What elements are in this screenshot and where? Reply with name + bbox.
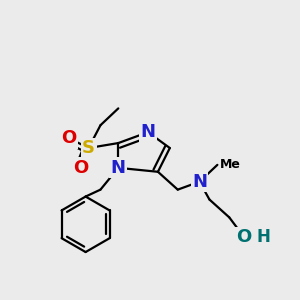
Text: H: H <box>256 228 270 246</box>
Text: Me: Me <box>220 158 241 171</box>
Text: N: N <box>111 159 126 177</box>
Text: O: O <box>61 129 76 147</box>
Text: S: S <box>82 139 95 157</box>
Text: N: N <box>192 173 207 191</box>
Text: O: O <box>73 159 88 177</box>
Text: O: O <box>236 228 252 246</box>
Text: N: N <box>140 123 155 141</box>
